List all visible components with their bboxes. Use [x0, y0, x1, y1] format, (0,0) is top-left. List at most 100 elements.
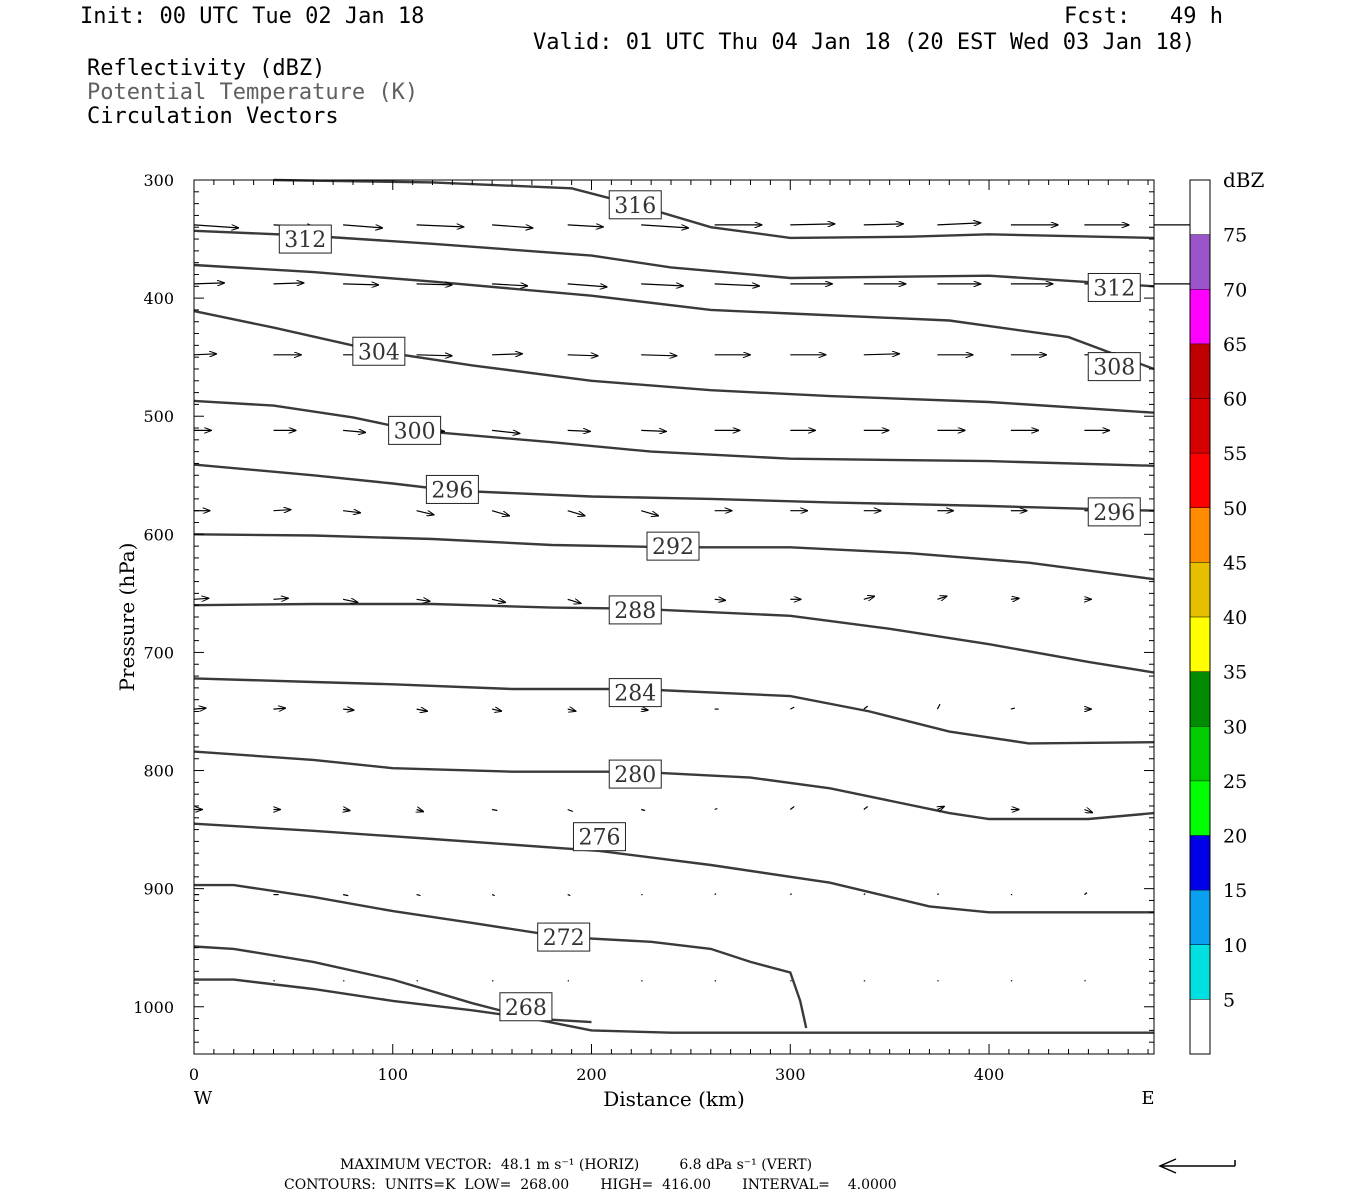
vector-arrow — [714, 807, 718, 811]
vector-arrow — [790, 224, 834, 225]
contour-316 — [273, 178, 1155, 240]
vector-arrow — [567, 599, 581, 603]
colorbar-label: 65 — [1223, 334, 1247, 356]
colorbar-swatch — [1190, 835, 1210, 891]
field-circulation-vectors: Circulation Vectors — [87, 104, 339, 129]
contour-label-box — [608, 678, 662, 708]
contour-284 — [193, 677, 1155, 745]
colorbar-swatch — [1190, 453, 1210, 508]
colorbar-swatch — [1190, 890, 1210, 945]
contour-label-box — [1087, 352, 1141, 382]
vector-arrow — [193, 354, 216, 355]
contour-label-box — [1087, 272, 1141, 302]
vector-arrow — [641, 224, 688, 228]
colorbar-label: 50 — [1223, 498, 1247, 520]
vector-arrow — [491, 709, 501, 711]
vector-arrow — [492, 284, 527, 286]
contour-label: 292 — [652, 535, 694, 560]
vector-arrow — [416, 599, 430, 601]
vector-arrow — [567, 355, 598, 356]
field-potential-temperature: Potential Temperature (K) — [87, 80, 419, 105]
vector-arrow — [714, 599, 725, 600]
colorbar-label: 15 — [1223, 880, 1247, 902]
vector-arrow — [789, 893, 792, 896]
contour-label: 288 — [614, 599, 656, 624]
contour-label: 300 — [394, 419, 436, 444]
vector-arrow — [937, 223, 980, 225]
vector-arrow — [641, 808, 646, 812]
contour-info: CONTOURS: UNITS=K LOW= 268.00 HIGH= 416.… — [284, 1177, 897, 1193]
y-tick-label: 800 — [143, 762, 174, 781]
contour-308 — [193, 263, 1155, 371]
colorbar-swatch — [1190, 562, 1210, 617]
vector-arrow — [863, 893, 866, 896]
contour-label-box — [572, 822, 626, 852]
colorbar-label: 70 — [1223, 279, 1247, 301]
colorbar-swatch — [1190, 726, 1210, 781]
circulation-vectors — [193, 223, 1198, 982]
vector-arrow — [641, 709, 648, 710]
x-end-label-east: E — [1141, 1088, 1154, 1109]
contour-label-box — [646, 531, 700, 561]
colorbar-label: 10 — [1223, 935, 1247, 957]
colorbar-label: 55 — [1223, 443, 1247, 465]
vector-arrow — [789, 806, 795, 810]
contour-276 — [194, 883, 564, 939]
contour-label-box — [388, 415, 442, 445]
vector-arrow — [492, 430, 519, 433]
colorbar-label: 35 — [1223, 662, 1247, 684]
contour-label: 272 — [543, 926, 585, 951]
vector-arrow — [343, 284, 378, 285]
contour-label: 316 — [614, 194, 656, 219]
vector-arrow — [641, 430, 666, 431]
colorbar-label: 25 — [1223, 771, 1247, 793]
contour-296 — [193, 463, 1155, 512]
contour-label: 296 — [1093, 501, 1135, 526]
vector-arrow — [567, 808, 574, 813]
y-tick-label: 700 — [143, 643, 174, 662]
vector-arrow — [193, 598, 208, 599]
init-time: Init: 00 UTC Tue 02 Jan 18 — [80, 4, 425, 29]
vector-arrow — [863, 806, 869, 810]
x-tick-label: 100 — [377, 1065, 408, 1084]
vector-arrow — [567, 430, 590, 431]
x-axis-label: Distance (km) — [603, 1087, 745, 1111]
contour-lines — [193, 178, 1155, 1034]
contour-304 — [193, 309, 1155, 414]
vector-arrow — [1010, 707, 1015, 710]
vector-arrow — [641, 284, 683, 286]
contour-label: 276 — [578, 826, 620, 851]
vector-arrow — [273, 283, 304, 284]
colorbar-swatch — [1190, 398, 1210, 454]
vector-arrow — [937, 596, 946, 599]
vector-arrow — [1084, 810, 1092, 813]
colorbar-label: 20 — [1223, 826, 1247, 848]
contour-280 — [193, 750, 1155, 821]
vector-arrow — [273, 708, 286, 709]
contour-272-b — [563, 935, 808, 1029]
vector-arrow — [790, 706, 795, 710]
axes: 0 100 200 300 400 300 400 500 600 700 800 900 1000 — [133, 171, 1155, 1084]
vector-arrow — [641, 510, 658, 516]
vector-arrow — [567, 283, 607, 287]
x-end-label-west: W — [194, 1088, 213, 1109]
colorbar-swatch — [1190, 671, 1210, 727]
contour-label: 312 — [1093, 276, 1135, 301]
vector-arrow — [343, 430, 365, 432]
contour-label-box — [425, 474, 479, 504]
vector-arrow — [937, 893, 940, 896]
vector-arrow — [492, 224, 532, 228]
vector-arrow — [273, 598, 288, 599]
valid-time: Valid: 01 UTC Thu 04 Jan 18 (20 EST Wed … — [533, 30, 1196, 55]
contour-label-box — [352, 336, 406, 366]
field-reflectivity: Reflectivity (dBZ) — [87, 56, 326, 81]
y-tick-label: 500 — [143, 407, 174, 426]
vector-arrow — [492, 354, 522, 355]
vector-arrow — [193, 708, 206, 709]
contour-312 — [193, 229, 1155, 288]
contour-label-box — [499, 992, 553, 1022]
x-tick-label: 400 — [974, 1065, 1005, 1084]
contour-label: 268 — [505, 996, 547, 1021]
vector-arrow — [863, 224, 903, 225]
x-tick-label: 0 — [189, 1065, 199, 1084]
